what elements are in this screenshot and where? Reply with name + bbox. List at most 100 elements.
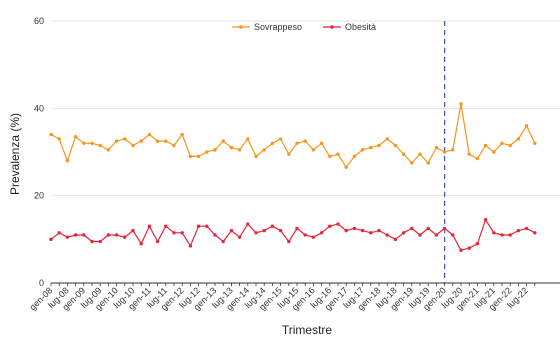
x-axis-title: Trimestre	[282, 323, 333, 337]
y-tick-label: 20	[34, 191, 44, 201]
y-tick-label: 0	[39, 278, 44, 288]
y-axis-title: Prevalenza (%)	[8, 113, 22, 195]
data-point-obesit-	[98, 239, 102, 244]
legend: Sovrappeso Obesità	[232, 22, 376, 32]
data-point-obesit-	[360, 228, 365, 233]
legend-item-obesit-: Obesità	[323, 22, 376, 32]
data-point-sovrappeso	[369, 145, 373, 150]
data-point-sovrappeso	[287, 152, 291, 156]
data-point-sovrappeso	[270, 141, 275, 145]
data-point-sovrappeso	[516, 137, 521, 141]
data-point-sovrappeso	[385, 137, 389, 141]
series-group	[49, 102, 537, 252]
data-point-sovrappeso	[418, 152, 422, 156]
data-point-sovrappeso	[237, 148, 242, 152]
legend-marker-obesit-	[330, 25, 334, 29]
data-point-obesit-	[49, 237, 53, 242]
data-point-obesit-	[328, 224, 332, 228]
data-point-obesit-	[467, 246, 471, 250]
data-point-sovrappeso	[508, 143, 512, 148]
data-point-obesit-	[516, 228, 521, 233]
data-point-sovrappeso	[246, 137, 250, 141]
data-point-sovrappeso	[352, 154, 357, 159]
grid-lines	[51, 20, 560, 197]
data-point-sovrappeso	[434, 145, 439, 150]
data-point-sovrappeso	[278, 137, 283, 141]
legend-label-sovrappeso: Sovrappeso	[254, 22, 302, 32]
data-point-sovrappeso	[475, 156, 480, 161]
data-point-sovrappeso	[49, 132, 53, 137]
data-point-sovrappeso	[196, 154, 201, 159]
data-point-obesit-	[106, 233, 111, 237]
data-point-sovrappeso	[467, 152, 471, 156]
data-point-sovrappeso	[82, 141, 86, 145]
data-point-sovrappeso	[344, 165, 348, 169]
series-line-sovrappeso	[50, 103, 536, 168]
data-point-obesit-	[311, 235, 316, 239]
data-point-obesit-	[246, 222, 250, 226]
data-point-obesit-	[500, 233, 504, 237]
data-point-sovrappeso	[205, 150, 209, 154]
data-point-obesit-	[303, 233, 307, 237]
y-tick-label: 40	[34, 103, 44, 113]
data-point-sovrappeso	[131, 143, 135, 148]
data-point-obesit-	[147, 224, 152, 228]
data-point-sovrappeso	[65, 159, 70, 163]
data-point-obesit-	[475, 242, 480, 246]
data-point-obesit-	[393, 237, 398, 242]
data-point-obesit-	[229, 228, 234, 233]
data-point-sovrappeso	[442, 150, 447, 154]
data-point-sovrappeso	[90, 141, 94, 145]
data-point-sovrappeso	[459, 102, 463, 106]
data-point-obesit-	[172, 231, 176, 235]
data-point-sovrappeso	[336, 152, 340, 156]
data-point-sovrappeso	[533, 141, 537, 145]
data-point-obesit-	[213, 233, 217, 237]
data-point-sovrappeso	[188, 154, 193, 159]
data-point-obesit-	[205, 224, 209, 228]
data-point-obesit-	[426, 226, 430, 231]
legend-item-sovrappeso: Sovrappeso	[232, 22, 302, 32]
data-point-sovrappeso	[229, 145, 234, 150]
y-tick-label: 60	[34, 16, 44, 26]
data-point-sovrappeso	[500, 141, 504, 145]
data-point-obesit-	[57, 231, 61, 235]
data-point-sovrappeso	[524, 124, 529, 128]
data-point-sovrappeso	[360, 148, 365, 152]
data-point-obesit-	[196, 224, 201, 228]
data-point-sovrappeso	[451, 148, 455, 152]
data-point-sovrappeso	[155, 139, 160, 143]
data-point-sovrappeso	[106, 148, 111, 152]
data-point-obesit-	[295, 226, 299, 231]
data-point-obesit-	[524, 226, 529, 231]
data-point-sovrappeso	[114, 139, 119, 143]
data-point-sovrappeso	[180, 132, 184, 137]
data-point-obesit-	[164, 224, 168, 228]
axes: 0204060gen-08lug-08gen-09lug-09gen-10lug…	[28, 16, 560, 312]
data-point-sovrappeso	[295, 141, 299, 145]
data-point-obesit-	[319, 231, 324, 235]
data-point-obesit-	[508, 233, 512, 237]
data-point-sovrappeso	[410, 161, 414, 165]
data-point-obesit-	[459, 248, 463, 252]
data-point-obesit-	[139, 242, 143, 246]
data-point-obesit-	[451, 233, 455, 237]
data-point-obesit-	[82, 233, 86, 237]
data-point-sovrappeso	[483, 143, 488, 148]
legend-label-obesit-: Obesità	[345, 22, 376, 32]
data-point-obesit-	[270, 224, 275, 228]
data-point-obesit-	[287, 239, 291, 244]
data-point-obesit-	[155, 239, 160, 244]
data-point-obesit-	[492, 231, 496, 235]
series-line-obesit-	[50, 219, 536, 251]
data-point-obesit-	[123, 235, 127, 239]
data-point-obesit-	[65, 235, 70, 239]
data-point-obesit-	[410, 226, 414, 231]
data-point-sovrappeso	[393, 143, 398, 148]
data-point-sovrappeso	[262, 148, 266, 152]
data-point-obesit-	[180, 231, 184, 235]
data-point-sovrappeso	[311, 148, 316, 152]
data-point-obesit-	[401, 231, 406, 235]
data-point-obesit-	[377, 228, 381, 233]
